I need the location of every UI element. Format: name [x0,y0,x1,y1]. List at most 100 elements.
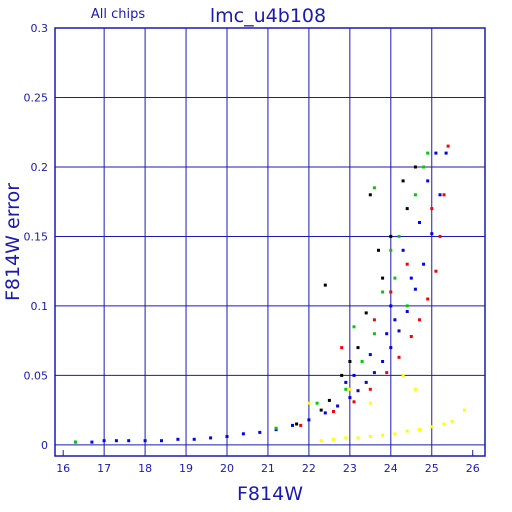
chart-title: lmc_u4b108 [210,5,326,27]
data-point [401,373,405,377]
data-point [348,396,352,400]
data-point [397,329,401,333]
data-point [319,408,323,412]
data-point [295,422,299,426]
data-point [348,387,352,391]
data-point [409,335,413,338]
y-tick-label: 0 [41,439,48,452]
grid-lines [55,28,485,456]
y-tick-label: 0.05 [24,369,49,382]
data-point [381,433,385,437]
data-point [364,311,368,315]
data-point [430,425,434,429]
data-point [336,404,340,408]
data-point [389,248,393,252]
data-point [356,436,360,440]
data-point [393,276,397,280]
data-point [426,179,430,183]
data-point [360,360,364,363]
data-point [422,165,426,169]
data-point [274,426,278,430]
y-axis-label: F814W error [2,183,24,301]
x-axis-label: F814W [237,483,303,505]
data-point [389,346,393,350]
data-point [381,290,385,294]
x-tick-label: 16 [56,462,70,475]
data-point [344,387,348,391]
data-point [344,436,348,440]
data-point [372,332,376,336]
data-point [397,234,401,238]
data-point [372,371,376,375]
data-point [385,332,389,336]
x-tick-labels: 16 17 18 19 20 21 22 23 24 25 26 [56,462,480,475]
data-point [409,276,413,280]
data-point [323,283,327,287]
data-point [258,430,262,434]
data-point [340,373,344,377]
data-point [405,429,409,433]
data-point [90,440,94,444]
data-point [389,234,393,238]
data-point [356,389,360,393]
y-tick-label: 0.25 [24,91,49,104]
data-point [74,440,77,444]
data-point [430,232,434,236]
x-tick-label: 19 [179,462,193,475]
y-tick-label: 0.2 [31,161,49,174]
x-tick-label: 25 [425,462,439,475]
data-point [364,380,368,384]
data-point [401,179,405,183]
data-point [143,439,147,443]
data-point [381,360,385,363]
data-point [332,437,335,441]
data-point [413,193,417,197]
data-point [368,387,372,391]
data-point [372,318,376,322]
data-point [340,346,344,350]
data-point [315,401,319,405]
data-point [413,387,417,391]
data-point [438,234,442,238]
data-point [368,193,372,197]
data-point [401,248,405,252]
data-point [426,151,430,155]
data-point [327,398,331,402]
data-point [102,439,106,443]
data-point [405,207,409,211]
data-point [444,151,448,155]
data-point [393,318,397,322]
data-point [368,435,372,438]
data-point [442,193,446,197]
x-tick-label: 24 [384,462,398,475]
data-point [405,310,409,313]
x-tick-label: 17 [97,462,111,475]
x-tick-label: 26 [466,462,480,475]
plot-frame [54,27,486,457]
data-point [160,439,163,443]
data-point [352,325,356,329]
data-point [307,418,311,422]
x-tick-label: 18 [138,462,152,475]
data-point [368,353,372,357]
data-point [381,276,385,280]
data-point [413,165,417,169]
data-point [299,423,303,427]
x-tick-label: 23 [343,462,357,475]
y-tick-label: 0.15 [24,230,49,243]
data-point [323,411,327,415]
data-point [348,360,352,363]
data-point [307,401,311,405]
data-point [434,269,438,273]
data-point [385,371,389,375]
data-point [450,419,454,423]
data-point [225,435,229,438]
data-point [372,186,376,190]
data-point [389,304,393,308]
data-point [405,304,409,308]
data-point [356,346,360,350]
data-point [209,436,213,440]
y-tick-label: 0.3 [31,22,49,35]
